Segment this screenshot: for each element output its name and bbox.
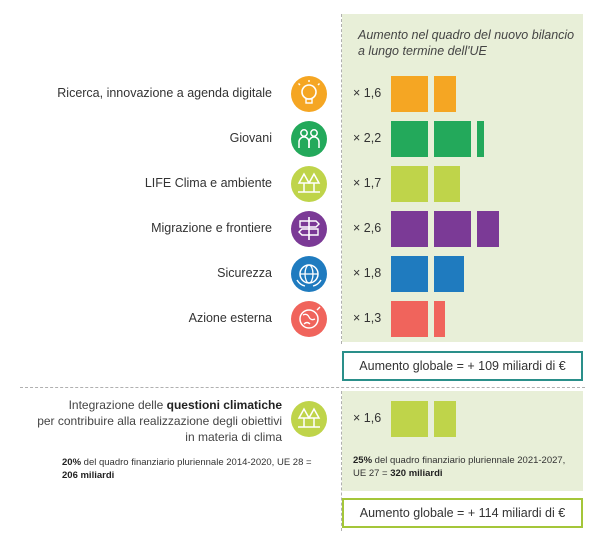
multiplier-label: × 1,8: [353, 266, 382, 280]
note-left-text: del quadro finanziario pluriennale 2014-…: [81, 457, 312, 468]
bar-segment: [434, 121, 471, 157]
chart-header: Aumento nel quadro del nuovo bilancio a …: [358, 28, 575, 58]
globe-icon: [291, 301, 327, 337]
multiplier-label: × 1,3: [353, 311, 382, 325]
bar-segment: [434, 166, 460, 202]
category-label: LIFE Clima e ambiente: [144, 176, 272, 190]
youth-icon: [291, 121, 327, 157]
climate-text-1a: Integrazione delle: [68, 398, 167, 412]
multiplier-label: × 2,2: [353, 131, 382, 145]
climate-panel: [342, 391, 583, 491]
bar-segment: [391, 211, 428, 247]
security-icon: [291, 256, 327, 292]
lightbulb-icon: [291, 76, 327, 112]
category-label: Giovani: [229, 131, 272, 145]
trees-icon: [291, 166, 327, 202]
category-label: Migrazione e frontiere: [151, 221, 272, 235]
note-right-amount: 320 miliardi: [390, 468, 443, 479]
bar-segment: [391, 301, 428, 337]
climate-text-3: in materia di clima: [185, 430, 282, 444]
note-left-pct: 20%: [62, 457, 82, 468]
note-right-text: del quadro finanziario pluriennale 2021-…: [353, 455, 566, 479]
horizontal-divider: [20, 387, 585, 388]
note-right-pct: 25%: [353, 455, 373, 466]
vertical-divider: [341, 14, 342, 344]
total-increase-box-climate: Aumento globale = + 114 miliardi di €: [342, 498, 583, 528]
climate-description: Integrazione delle questioni climatiche …: [37, 397, 282, 445]
climate-text-2: per contribuire alla realizzazione degli…: [37, 414, 282, 428]
category-label: Ricerca, innovazione a agenda digitale: [57, 86, 272, 100]
bar-segment: [391, 76, 428, 112]
category-label: Sicurezza: [217, 266, 272, 280]
multiplier-label: × 1,7: [353, 176, 382, 190]
bar-segment: [434, 256, 464, 292]
bar-segment: [434, 211, 471, 247]
note-2014-2020: 20% del quadro finanziario pluriennale 2…: [62, 456, 312, 482]
multiplier-label: × 1,6: [353, 86, 382, 100]
climate-bar-segment: [391, 401, 428, 437]
vertical-divider-lower: [341, 391, 342, 531]
note-2021-2027: 25% del quadro finanziario pluriennale 2…: [353, 454, 578, 480]
climate-multiplier-label: × 1,6: [353, 411, 382, 425]
bar-segment: [391, 121, 428, 157]
category-label: Azione esterna: [188, 311, 272, 325]
bar-segment: [391, 166, 428, 202]
bar-segment: [434, 301, 445, 337]
bar-segment: [477, 121, 484, 157]
bar-segment: [477, 211, 499, 247]
signpost-icon: [291, 211, 327, 247]
climate-text-1b: questioni climatiche: [166, 398, 282, 412]
total-increase-box: Aumento globale = + 109 miliardi di €: [342, 351, 583, 381]
trees-icon: [291, 401, 327, 437]
multiplier-label: × 2,6: [353, 221, 382, 235]
note-left-amount: 206 miliardi: [62, 470, 115, 481]
bar-segment: [434, 76, 456, 112]
bar-segment: [391, 256, 428, 292]
climate-bar-segment: [434, 401, 456, 437]
